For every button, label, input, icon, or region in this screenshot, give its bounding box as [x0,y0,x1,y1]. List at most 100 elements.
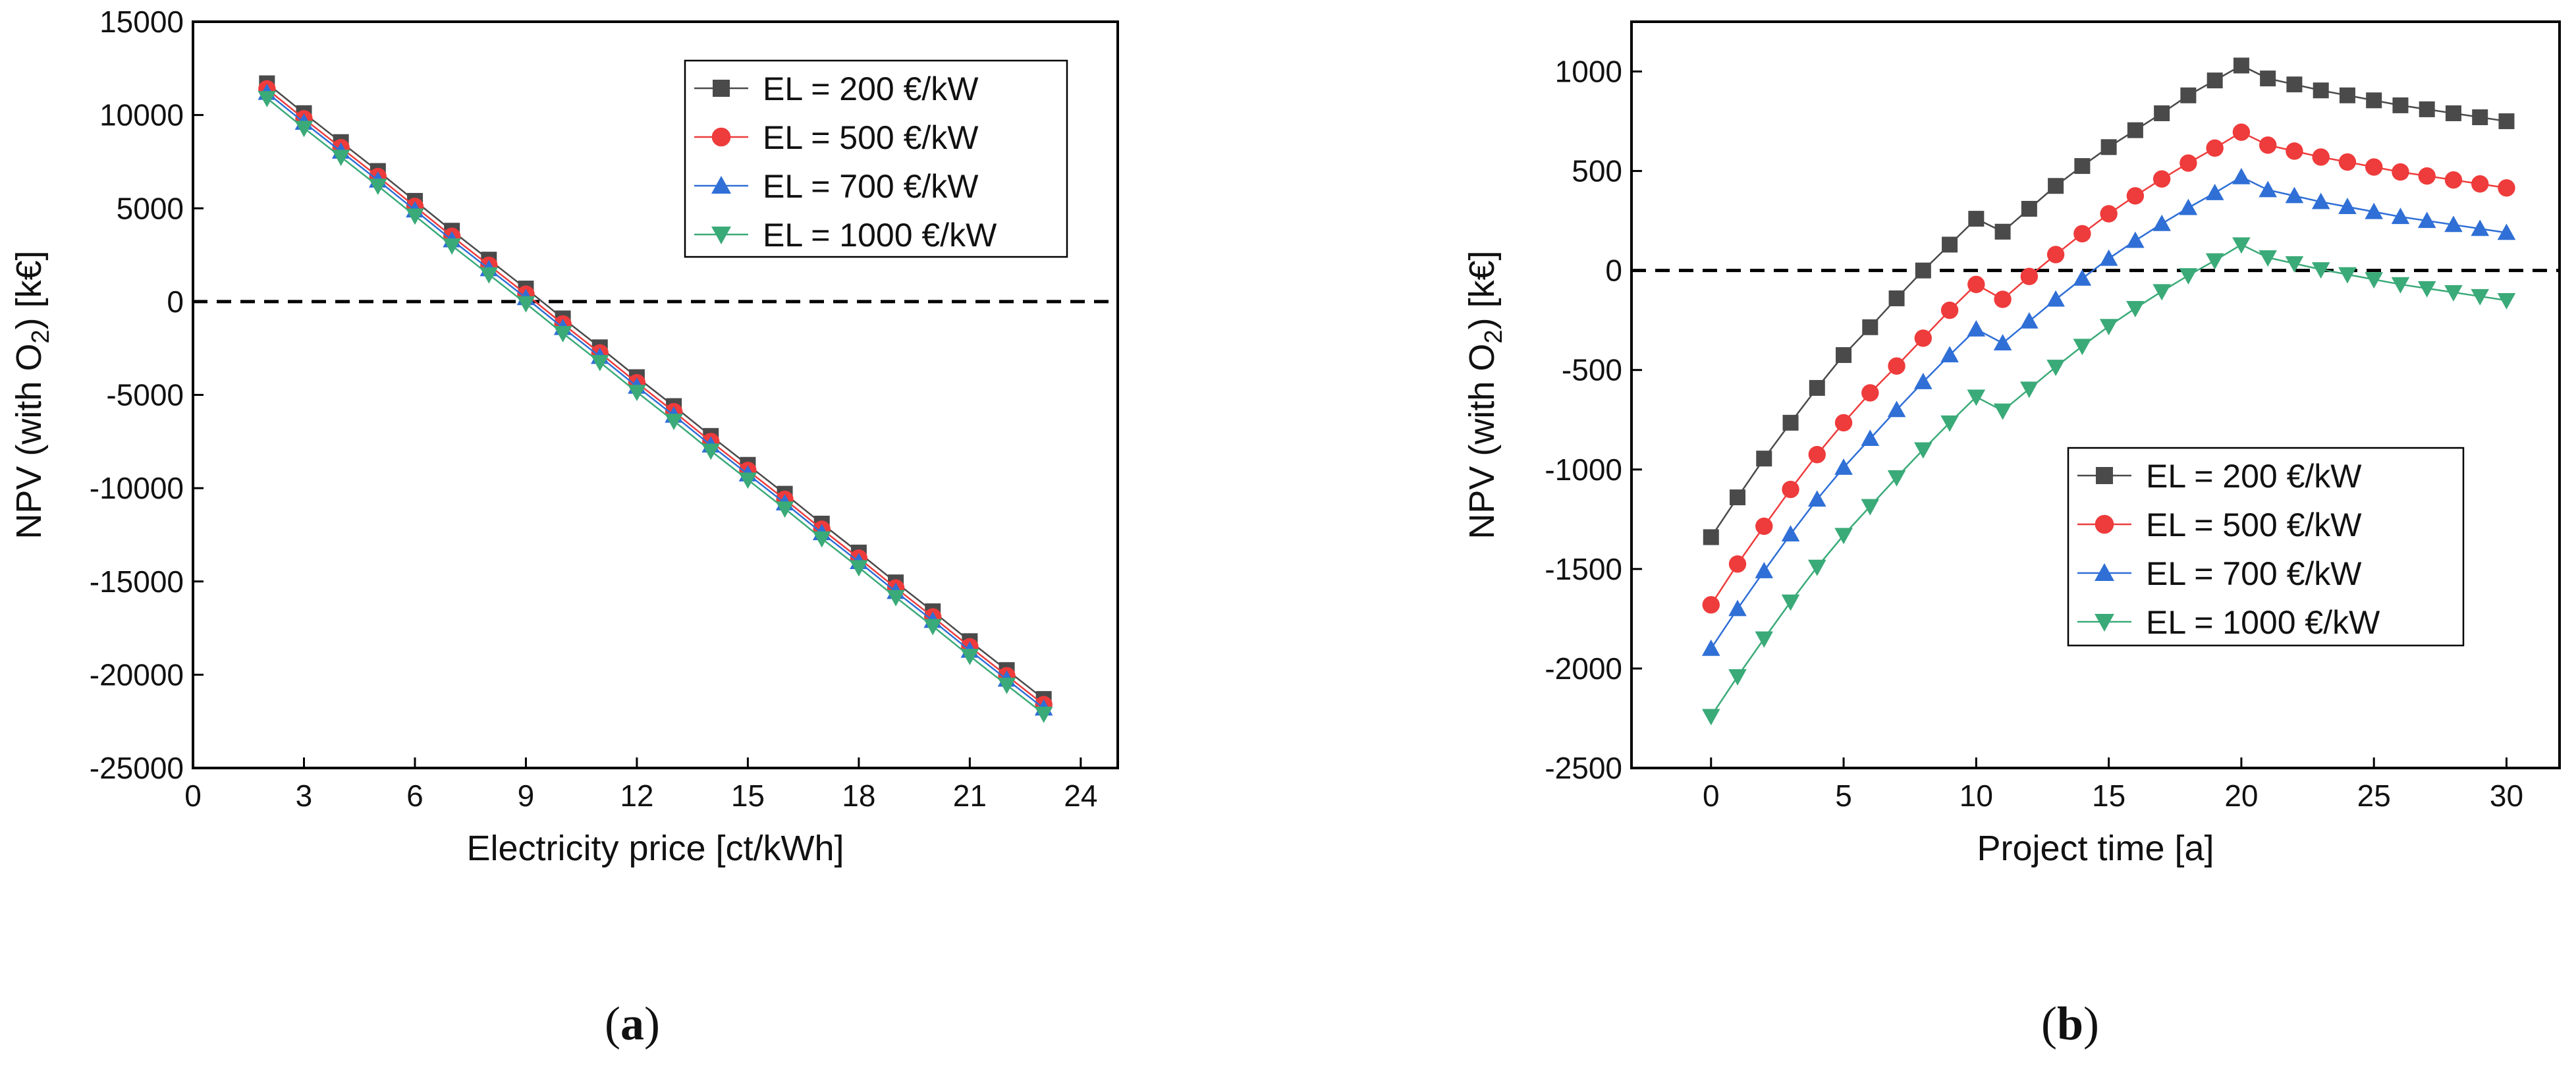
legend-item: EL = 700 €/kW [694,168,979,205]
data-point [2180,87,2197,103]
legend-label: EL = 1000 €/kW [2146,604,2380,641]
y-tick-label: 0 [167,285,184,319]
data-point [2233,57,2249,74]
data-point [1915,262,1931,279]
data-point [406,208,424,225]
data-point [2021,201,2037,217]
series-4 [1701,237,2516,726]
data-point [2259,136,2277,154]
data-point [2179,268,2198,285]
x-tick-label: 15 [2092,779,2125,813]
data-point [1836,347,1852,364]
data-point [516,296,535,313]
data-point [1755,562,1774,578]
legend-label: EL = 700 €/kW [2146,555,2362,592]
legend-item: EL = 1000 €/kW [694,217,997,254]
data-point [997,677,1016,694]
data-point [887,590,905,607]
data-point [2417,211,2436,229]
series-line [266,88,1045,705]
chart-panel-a: 0 3 6 9 12 15 18 21 24 -25000 -20000 -15000 -10000 -5… [9,5,1119,1050]
data-point [1887,400,1906,418]
data-point [2206,139,2224,157]
series-3 [1701,167,2516,656]
data-point [2311,262,2330,279]
data-point [2418,167,2436,185]
data-point [1914,329,1932,347]
y-tick-label: -25000 [90,751,184,785]
data-point [1808,559,1826,576]
data-point [1782,414,1799,431]
legend-label: EL = 1000 €/kW [763,217,997,254]
data-point [1834,414,1853,431]
data-point [960,649,979,665]
x-tick-label: 21 [953,779,987,813]
data-point [2497,223,2516,240]
data-point [2046,246,2065,263]
data-point [1940,301,1959,319]
data-point [2391,207,2410,225]
data-point [1967,389,1986,406]
data-point [590,354,609,371]
x-tick-label: 24 [1064,779,1097,813]
data-point [2471,219,2490,236]
data-point [1888,357,1905,375]
data-point [1993,334,2012,350]
data-point [1994,223,2011,240]
legend: EL = 200 €/kW EL = 500 €/kW EL = 700 €/kW E… [2067,447,2465,647]
data-point [2048,178,2064,194]
x-axis-title: Electricity price [ct/kWh] [466,829,844,868]
data-point [1862,319,1878,335]
data-point [2392,163,2409,181]
data-point [2444,285,2463,302]
panel-caption: (a) [605,997,660,1050]
legend-label: EL = 200 €/kW [2146,458,2362,495]
data-point [923,618,942,636]
data-point [2311,192,2330,209]
data-point [294,121,314,138]
data-point [2338,198,2357,215]
y-axis-title: NPV (with O2) [k€] [9,250,55,539]
data-point [2152,284,2171,301]
data-point [1887,470,1906,487]
legend-marker [711,176,731,194]
data-point [1728,555,1747,573]
x-tick-label: 0 [184,779,202,813]
data-point [2366,92,2382,109]
legend-item: EL = 500 €/kW [2077,507,2362,543]
data-point [2126,231,2145,248]
x-tick-label: 0 [1703,779,1720,813]
data-point [1808,490,1826,507]
series-line [266,92,1045,709]
data-point [2020,312,2039,329]
x-tick-label: 9 [518,779,535,813]
data-point [2099,249,2118,266]
data-point [812,531,831,548]
data-point [2126,187,2145,205]
chart-panel-b: 0 5 10 15 20 25 30 -2500 -2000 -1500 -1000 -500 0 500… [1462,20,2561,1050]
x-tick-label: 12 [620,779,653,813]
data-point [2312,148,2330,166]
data-point [1993,403,2012,420]
x-tick-label: 30 [2490,779,2523,813]
x-tick-label: 18 [842,779,875,813]
data-point [2206,72,2223,89]
legend-marker [2095,563,2114,581]
legend-marker [711,127,731,147]
data-point [1730,489,1746,506]
data-point [2365,202,2383,219]
y-tick-label: 1000 [1555,55,1622,89]
data-point [1701,639,1720,656]
data-point [850,560,868,577]
data-point [1942,236,1958,253]
data-point [1861,499,1880,516]
data-point [2073,269,2092,286]
data-point [1968,211,1985,227]
data-point [1756,451,1772,467]
data-point [1940,346,1959,363]
data-point [2205,253,2224,270]
data-point [1781,594,1800,611]
data-point [2471,175,2489,193]
data-point [2232,167,2251,184]
data-point [2046,360,2065,377]
